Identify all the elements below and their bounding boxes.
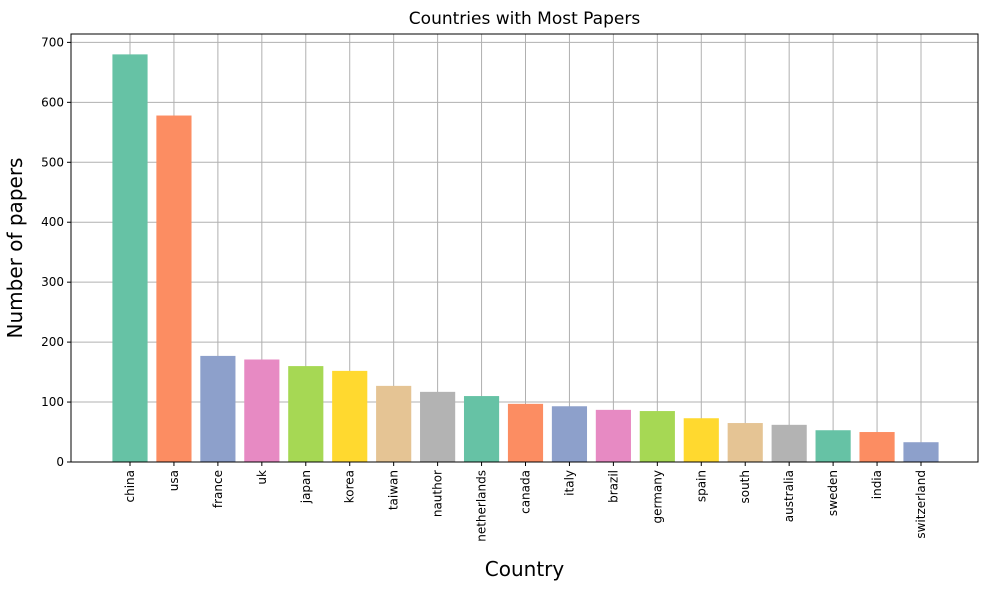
y-axis-title: Number of papers xyxy=(3,158,27,339)
bar-germany xyxy=(639,411,675,462)
bar-korea xyxy=(332,370,368,462)
x-tick-label: india xyxy=(870,470,884,499)
x-tick-label: sweden xyxy=(826,470,840,516)
x-tick-label: japan xyxy=(299,470,313,504)
x-tick-label: germany xyxy=(650,470,664,523)
plot-frame xyxy=(70,33,979,463)
x-tick-label: switzerland xyxy=(914,470,928,539)
x-tick-label: taiwan xyxy=(387,470,401,510)
x-tick-label: france xyxy=(211,470,225,508)
bar-switzerland xyxy=(903,442,939,462)
y-tick-label: 500 xyxy=(41,155,64,169)
bars xyxy=(112,54,939,463)
x-tick-label: netherlands xyxy=(475,470,489,542)
y-tick-label: 0 xyxy=(56,455,64,469)
y-tick-label: 700 xyxy=(41,35,64,49)
bar-italy xyxy=(551,406,588,462)
bar-india xyxy=(859,432,895,462)
x-axis: china usa france uk japan korea taiwan nauthor n… xyxy=(123,462,928,542)
chart-title: Countries with Most Papers xyxy=(409,9,641,29)
bar-spain xyxy=(683,418,719,462)
x-tick-label: brazil xyxy=(606,470,620,503)
x-tick-label: spain xyxy=(694,470,708,502)
bar-sweden xyxy=(815,430,851,462)
bar-south xyxy=(727,423,763,462)
x-tick-label: china xyxy=(123,470,137,503)
y-tick-label: 100 xyxy=(41,395,64,409)
y-tick-label: 300 xyxy=(41,275,64,289)
x-tick-label: australia xyxy=(782,470,796,522)
bar-usa xyxy=(156,115,192,463)
bar-netherlands xyxy=(463,396,500,462)
x-tick-label: nauthor xyxy=(431,470,445,517)
y-tick-label: 600 xyxy=(41,95,64,109)
bar-canada xyxy=(507,403,544,462)
bar-france xyxy=(200,355,236,462)
x-tick-label: canada xyxy=(519,470,533,514)
y-axis: 0 100 200 300 400 500 600 700 xyxy=(41,35,71,469)
bar-nauthor xyxy=(420,391,456,462)
y-tick-label: 400 xyxy=(41,215,64,229)
x-tick-label: italy xyxy=(562,470,576,496)
x-tick-label: uk xyxy=(255,470,269,485)
bar-uk xyxy=(244,359,280,462)
bar-taiwan xyxy=(376,385,412,462)
x-axis-title: Country xyxy=(485,557,565,581)
bar-china xyxy=(112,54,148,462)
x-tick-label: usa xyxy=(167,470,181,491)
y-tick-label: 200 xyxy=(41,335,64,349)
x-tick-label: korea xyxy=(343,470,357,503)
bar-brazil xyxy=(595,409,631,462)
bar-japan xyxy=(288,366,324,462)
x-tick-label: south xyxy=(738,470,752,504)
bar-australia xyxy=(771,424,807,462)
